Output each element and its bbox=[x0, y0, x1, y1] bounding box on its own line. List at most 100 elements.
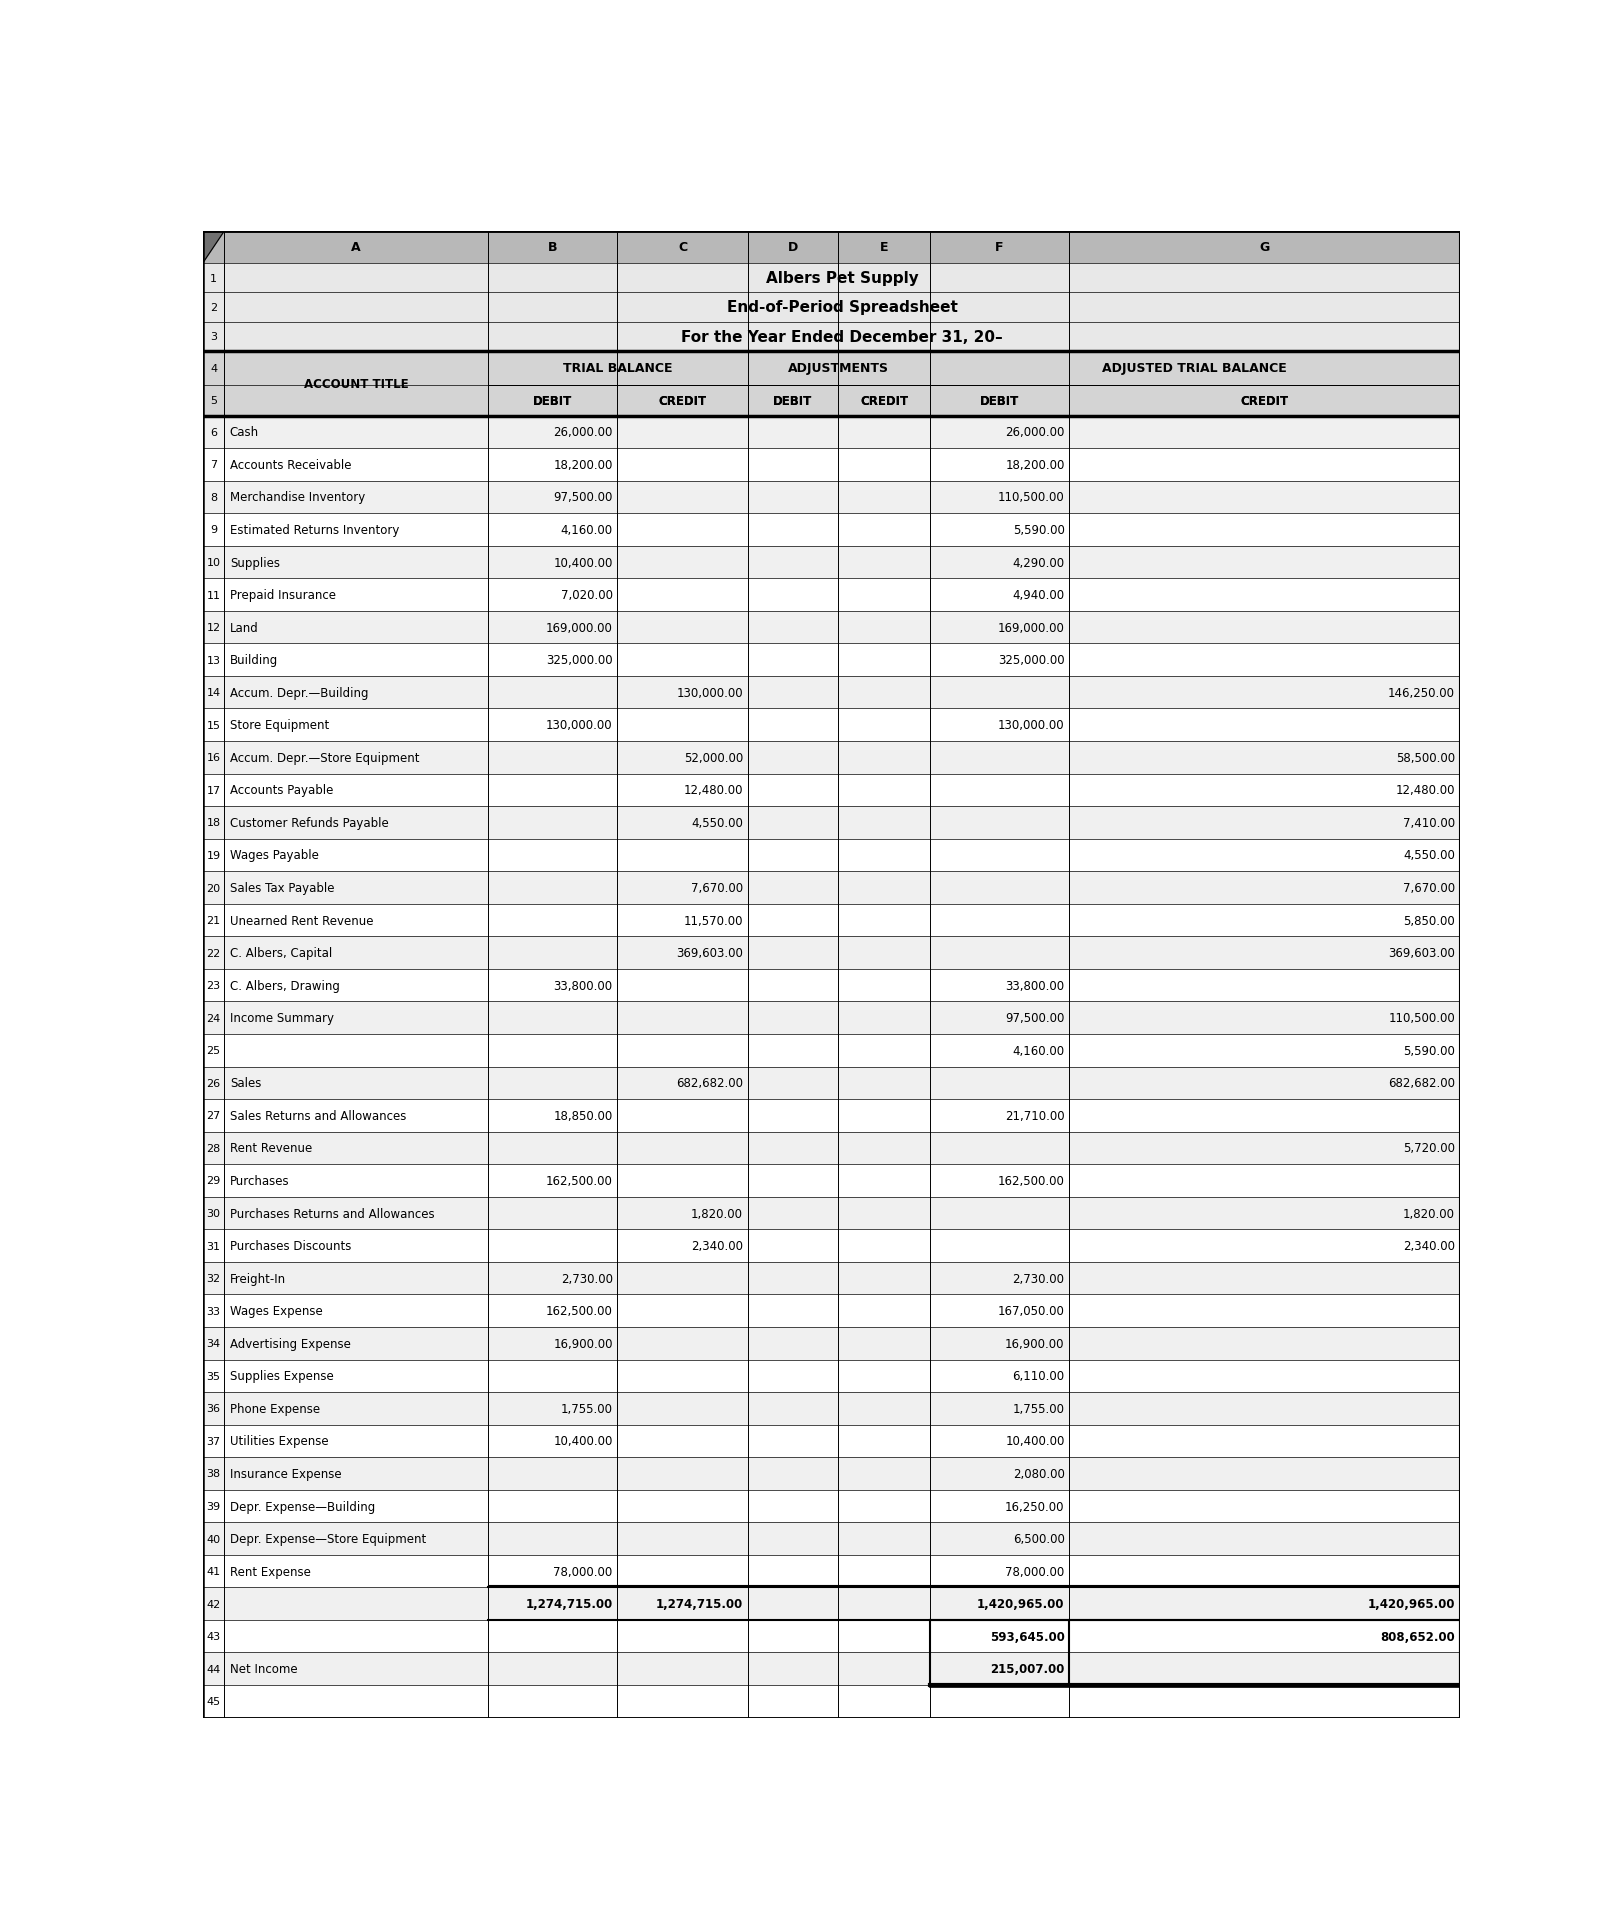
Text: 110,500.00: 110,500.00 bbox=[1388, 1011, 1455, 1025]
Text: 24: 24 bbox=[206, 1013, 221, 1023]
Bar bbox=[203, 1002, 1460, 1034]
Text: 22: 22 bbox=[206, 948, 221, 957]
Text: 4: 4 bbox=[209, 363, 217, 374]
Bar bbox=[203, 264, 1460, 293]
Text: 9: 9 bbox=[209, 525, 217, 535]
Bar bbox=[203, 232, 1460, 264]
Bar bbox=[203, 1295, 1460, 1328]
Text: Sales Tax Payable: Sales Tax Payable bbox=[230, 882, 334, 896]
Text: 215,007.00: 215,007.00 bbox=[989, 1662, 1064, 1675]
Bar bbox=[203, 386, 1460, 417]
Text: 18,200.00: 18,200.00 bbox=[1006, 459, 1064, 471]
Text: 16,900.00: 16,900.00 bbox=[1006, 1337, 1064, 1351]
Text: Wages Expense: Wages Expense bbox=[230, 1305, 323, 1318]
Text: 6,110.00: 6,110.00 bbox=[1012, 1370, 1064, 1382]
Text: 58,500.00: 58,500.00 bbox=[1397, 751, 1455, 764]
Text: 78,000.00: 78,000.00 bbox=[1006, 1565, 1064, 1579]
Bar bbox=[203, 936, 1460, 969]
Text: 33: 33 bbox=[206, 1307, 221, 1316]
Bar bbox=[203, 1328, 1460, 1361]
Text: Net Income: Net Income bbox=[230, 1662, 297, 1675]
Bar bbox=[203, 905, 1460, 936]
Bar bbox=[203, 1424, 1460, 1457]
Text: 162,500.00: 162,500.00 bbox=[547, 1173, 613, 1187]
Bar bbox=[203, 645, 1460, 677]
Text: 13: 13 bbox=[206, 656, 221, 666]
Text: 7: 7 bbox=[209, 459, 217, 471]
Text: CREDIT: CREDIT bbox=[659, 394, 707, 407]
Text: 7,410.00: 7,410.00 bbox=[1403, 816, 1455, 830]
Text: CREDIT: CREDIT bbox=[659, 394, 707, 407]
Text: 37: 37 bbox=[206, 1436, 221, 1446]
Text: DEBIT: DEBIT bbox=[980, 394, 1019, 407]
Text: Rent Expense: Rent Expense bbox=[230, 1565, 311, 1579]
Text: C. Albers, Drawing: C. Albers, Drawing bbox=[230, 979, 339, 992]
Text: 18: 18 bbox=[206, 818, 221, 828]
Text: 1,755.00: 1,755.00 bbox=[1012, 1401, 1064, 1415]
Bar bbox=[203, 807, 1460, 840]
Text: C. Albers, Capital: C. Albers, Capital bbox=[230, 946, 333, 959]
Text: 325,000.00: 325,000.00 bbox=[547, 654, 613, 666]
Text: 682,682.00: 682,682.00 bbox=[1388, 1077, 1455, 1090]
Text: Utilities Expense: Utilities Expense bbox=[230, 1434, 329, 1448]
Text: 38: 38 bbox=[206, 1469, 221, 1478]
Text: 36: 36 bbox=[206, 1403, 221, 1413]
Text: 78,000.00: 78,000.00 bbox=[553, 1565, 613, 1579]
Text: 130,000.00: 130,000.00 bbox=[676, 687, 743, 699]
Text: CREDIT: CREDIT bbox=[860, 394, 908, 407]
Text: CREDIT: CREDIT bbox=[1241, 394, 1288, 407]
Text: 25: 25 bbox=[206, 1046, 221, 1056]
Text: ADJUSTED TRIAL BALANCE: ADJUSTED TRIAL BALANCE bbox=[1103, 363, 1288, 374]
Text: Phone Expense: Phone Expense bbox=[230, 1401, 320, 1415]
Text: End-of-Period Spreadsheet: End-of-Period Spreadsheet bbox=[727, 301, 957, 315]
Bar bbox=[203, 513, 1460, 546]
Text: 26,000.00: 26,000.00 bbox=[553, 427, 613, 438]
Text: 31: 31 bbox=[206, 1241, 221, 1251]
Text: 7,670.00: 7,670.00 bbox=[691, 882, 743, 896]
Text: 19: 19 bbox=[206, 851, 221, 861]
Text: Supplies: Supplies bbox=[230, 556, 281, 569]
Text: 35: 35 bbox=[206, 1370, 221, 1382]
Text: 43: 43 bbox=[206, 1631, 221, 1640]
Text: Accum. Depr.—Building: Accum. Depr.—Building bbox=[230, 687, 368, 699]
Text: 169,000.00: 169,000.00 bbox=[998, 621, 1064, 635]
Text: 3: 3 bbox=[211, 332, 217, 342]
Bar bbox=[203, 1262, 1460, 1295]
Text: Wages Payable: Wages Payable bbox=[230, 849, 320, 863]
Text: Cash: Cash bbox=[230, 427, 260, 438]
Text: E: E bbox=[879, 241, 889, 255]
Bar bbox=[203, 1685, 1460, 1718]
Bar bbox=[203, 1392, 1460, 1424]
Text: 29: 29 bbox=[206, 1175, 221, 1185]
Bar bbox=[203, 1588, 1460, 1619]
Text: 1,820.00: 1,820.00 bbox=[691, 1206, 743, 1220]
Text: 26,000.00: 26,000.00 bbox=[1006, 427, 1064, 438]
Text: 6,500.00: 6,500.00 bbox=[1012, 1532, 1064, 1546]
Text: 10,400.00: 10,400.00 bbox=[553, 556, 613, 569]
Text: F: F bbox=[996, 241, 1004, 255]
Text: 167,050.00: 167,050.00 bbox=[998, 1305, 1064, 1318]
Bar bbox=[203, 1457, 1460, 1490]
Text: 33,800.00: 33,800.00 bbox=[1006, 979, 1064, 992]
Text: 30: 30 bbox=[206, 1208, 221, 1218]
Text: Building: Building bbox=[230, 654, 277, 666]
Text: DEBIT: DEBIT bbox=[774, 394, 813, 407]
Text: 21: 21 bbox=[206, 915, 221, 926]
Text: 808,652.00: 808,652.00 bbox=[1380, 1629, 1455, 1642]
Bar bbox=[203, 1034, 1460, 1067]
Bar bbox=[203, 579, 1460, 612]
Text: 7,020.00: 7,020.00 bbox=[561, 589, 613, 602]
Text: 21,710.00: 21,710.00 bbox=[1006, 1110, 1064, 1123]
Text: 7,670.00: 7,670.00 bbox=[1403, 882, 1455, 896]
Bar bbox=[203, 293, 1460, 322]
Text: 97,500.00: 97,500.00 bbox=[1006, 1011, 1064, 1025]
Text: 16: 16 bbox=[206, 753, 221, 762]
Text: 18,850.00: 18,850.00 bbox=[553, 1110, 613, 1123]
Text: 10,400.00: 10,400.00 bbox=[553, 1434, 613, 1448]
Text: Land: Land bbox=[230, 621, 258, 635]
Bar bbox=[203, 1361, 1460, 1392]
Text: 23: 23 bbox=[206, 980, 221, 990]
Bar bbox=[203, 322, 1460, 351]
Text: ACCOUNT TITLE: ACCOUNT TITLE bbox=[303, 378, 409, 390]
Text: Accounts Receivable: Accounts Receivable bbox=[230, 459, 352, 471]
